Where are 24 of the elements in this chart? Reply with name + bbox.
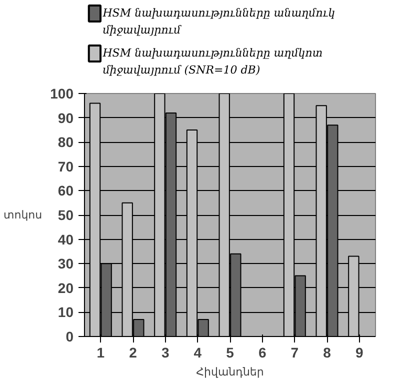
x-tick-label: 2 (129, 344, 138, 360)
y-axis-title: տոկոս (4, 208, 42, 222)
x-tick-label: 6 (258, 344, 266, 360)
y-tick-label: 80 (58, 134, 74, 150)
x-tick-label: 7 (290, 344, 299, 360)
x-tick-label: 9 (355, 344, 364, 360)
y-tick-label: 20 (58, 280, 74, 296)
x-tick-label: 8 (323, 344, 332, 360)
y-tick-label: 10 (58, 304, 74, 320)
y-tick-label: 40 (58, 231, 74, 248)
x-tick-label: 1 (96, 344, 105, 360)
legend-label: HSM նախադասությունները աղմկոտ միջավայրում (SNR=10 dB) (102, 46, 323, 76)
y-tick-label: 50 (58, 207, 74, 223)
x-tick-label: 4 (194, 344, 202, 360)
y-tick-label: 90 (58, 110, 74, 126)
y-tick-label: 30 (58, 256, 74, 272)
x-tick-label: 3 (161, 344, 170, 360)
y-tick-label: 70 (58, 158, 74, 174)
x-tick-label: 5 (226, 344, 234, 360)
y-tick-label: 100 (50, 86, 74, 102)
y-tick-label: 0 (66, 328, 74, 344)
legend-label: HSM նախադասությունները անաղմուկ միջավայրում (102, 6, 336, 36)
x-axis-title: Հիվանդներ (196, 366, 264, 378)
y-tick-label: 60 (58, 182, 74, 199)
